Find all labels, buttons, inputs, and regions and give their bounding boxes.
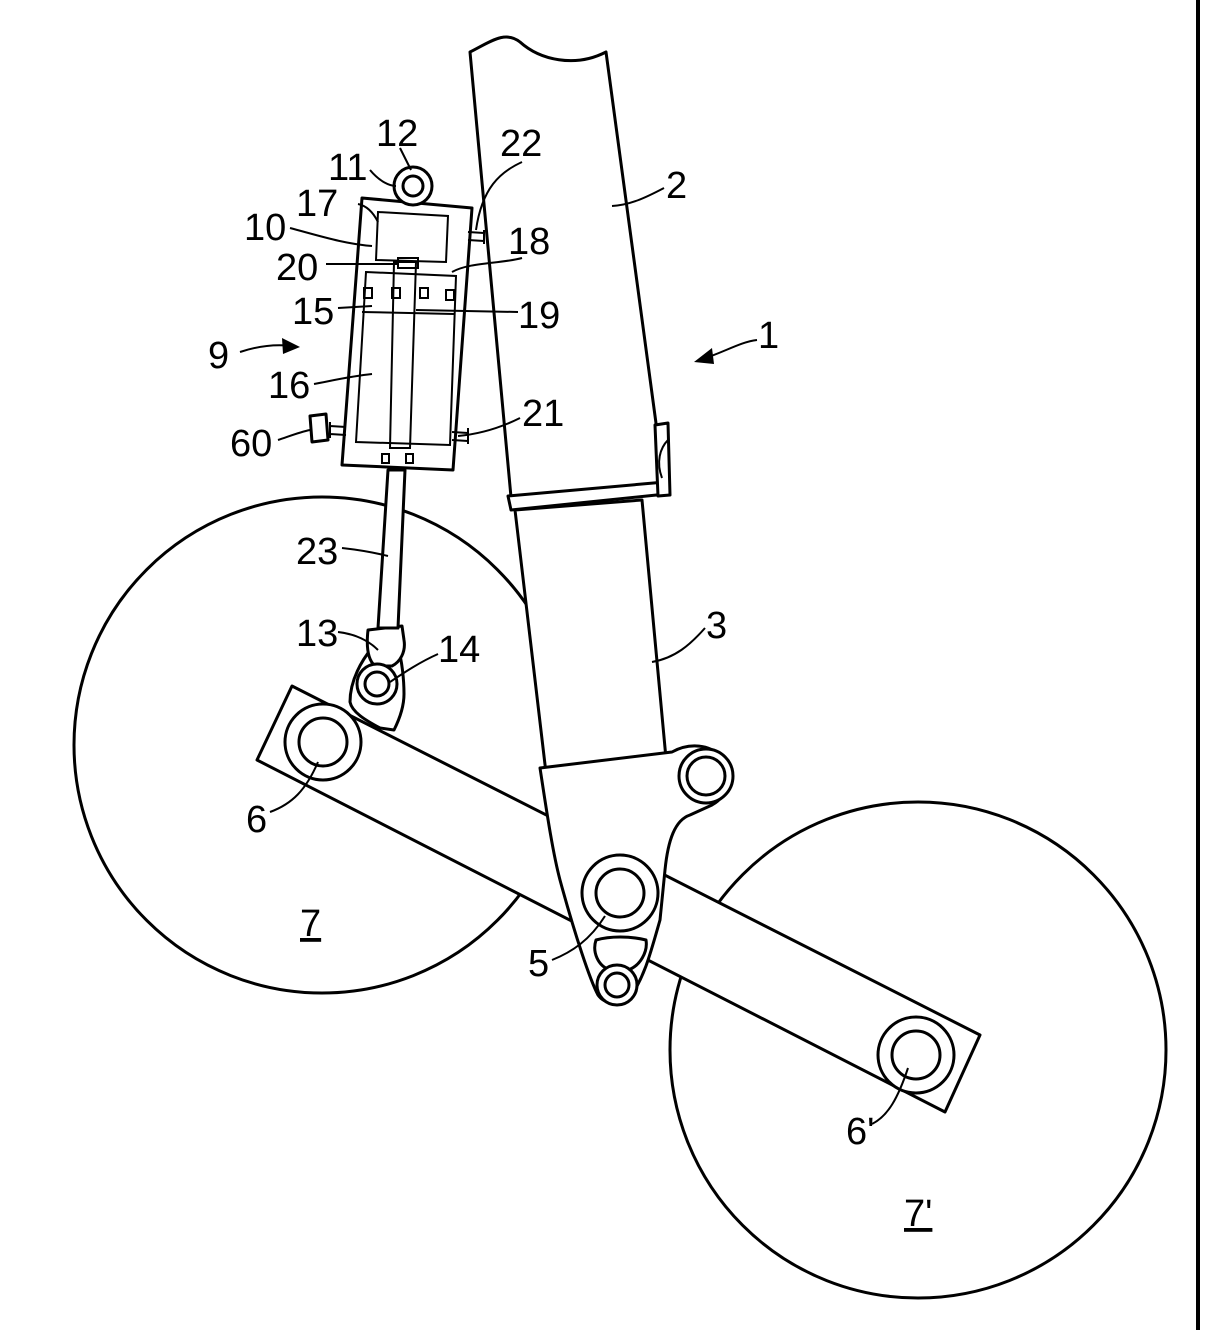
ref-label-20: 20: [276, 247, 318, 289]
ref-label-17: 17: [296, 183, 338, 225]
ref-label-6p: 6': [846, 1111, 874, 1153]
ref-label-2: 2: [666, 165, 687, 207]
ref-label-9: 9: [208, 335, 229, 377]
ref-label-6: 6: [246, 799, 267, 841]
lower-fitting-hole: [605, 973, 629, 997]
sensor-60: [310, 414, 328, 442]
leader-11: [370, 170, 396, 186]
ref-label-16: 16: [268, 365, 310, 407]
strut-fitting: [655, 423, 670, 496]
leader-3: [652, 628, 705, 662]
ref-label-14: 14: [438, 629, 480, 671]
pivot-hole: [596, 869, 644, 917]
ref-label-5: 5: [528, 943, 549, 985]
ref-label-10: 10: [244, 207, 286, 249]
ref-label-7p: 7': [904, 1193, 932, 1235]
ref-label-18: 18: [508, 221, 550, 263]
top-eye-hole: [403, 176, 423, 196]
ref-label-13: 13: [296, 613, 338, 655]
arrow-1-head: [694, 348, 714, 364]
strut-casing: [470, 37, 665, 508]
arrow-9-head: [282, 338, 300, 354]
ref-label-19: 19: [518, 295, 560, 337]
lug-hole: [365, 672, 389, 696]
ref-label-3: 3: [706, 605, 727, 647]
ref-label-60: 60: [230, 423, 272, 465]
ref-label-23: 23: [296, 531, 338, 573]
leader-60: [278, 430, 310, 440]
ref-label-21: 21: [522, 393, 564, 435]
front-axle: [299, 718, 347, 766]
rear-axle: [892, 1031, 940, 1079]
upper-fitting-hole: [687, 757, 725, 795]
ref-label-12: 12: [376, 113, 418, 155]
ref-label-7: 7: [300, 903, 321, 945]
ref-label-22: 22: [500, 123, 542, 165]
ref-label-15: 15: [292, 291, 334, 333]
ref-label-1: 1: [758, 315, 779, 357]
